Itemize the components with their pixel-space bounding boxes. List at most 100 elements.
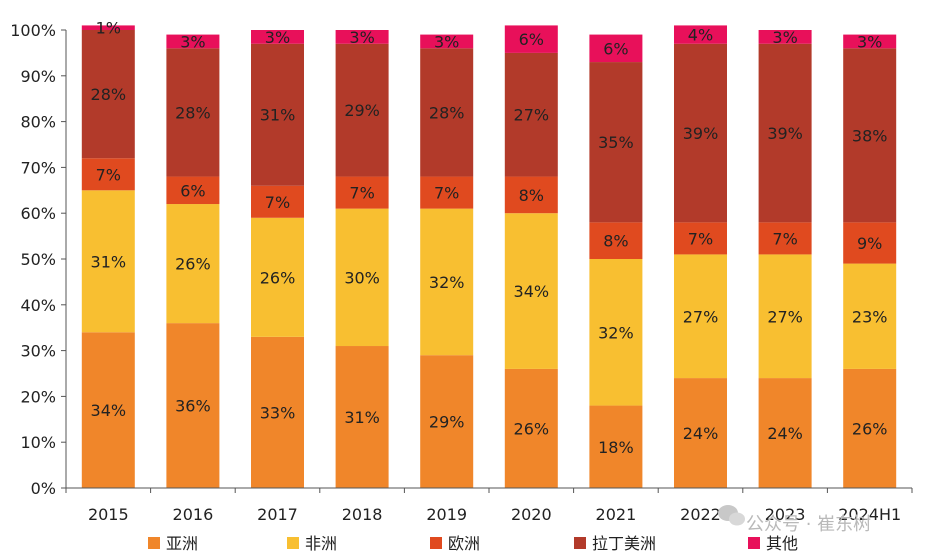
y-tick-labels: 0% 10% 20% 30% 40% 50% 60% 70% 80% 90% 100% — [10, 21, 66, 498]
data-label: 7% — [434, 184, 459, 203]
data-label: 34% — [91, 401, 127, 420]
bar-segment — [335, 176, 389, 209]
data-label: 26% — [175, 255, 211, 274]
bar-segment — [335, 208, 389, 347]
data-label: 31% — [91, 252, 127, 271]
data-label: 29% — [429, 413, 465, 432]
y-tick-label: 50% — [20, 250, 56, 269]
bar-segment — [251, 30, 304, 44]
data-label: 26% — [514, 419, 550, 438]
bar-segment — [420, 34, 474, 49]
bar-segment — [589, 405, 643, 488]
legend-swatch — [287, 537, 299, 549]
bar-segment — [166, 323, 220, 488]
y-tick-label: 10% — [20, 433, 56, 452]
data-label: 1% — [96, 19, 121, 38]
data-label: 32% — [598, 323, 634, 342]
x-tick-label: 2022 — [680, 505, 721, 524]
bar-segment — [420, 48, 474, 177]
data-label: 6% — [180, 181, 205, 200]
legend-label: 非洲 — [305, 534, 337, 553]
data-label: 7% — [265, 193, 290, 212]
watermark: 公众号 · 崔东树 — [718, 505, 871, 535]
x-tick-label: 2015 — [88, 505, 129, 524]
data-label: 8% — [519, 186, 544, 205]
bar-segment — [420, 355, 474, 488]
data-label: 26% — [260, 268, 296, 287]
data-label: 27% — [767, 307, 803, 326]
bar-segment — [674, 222, 727, 255]
data-label: 7% — [96, 165, 121, 184]
x-tick-label: 2019 — [426, 505, 467, 524]
bar-segment — [758, 378, 812, 488]
bar-segment — [81, 30, 135, 159]
bar-segment — [758, 254, 812, 379]
data-label: 26% — [852, 419, 888, 438]
y-tick-label: 20% — [20, 387, 56, 406]
bar-segment — [589, 62, 643, 223]
x-tick-label: 2024H1 — [838, 505, 901, 524]
bar-segment — [843, 368, 897, 488]
bar-segment — [166, 176, 220, 205]
watermark-text: 公众号 · 崔东树 — [746, 514, 871, 535]
data-label: 28% — [175, 103, 211, 122]
data-label: 29% — [344, 101, 380, 120]
y-tick-label: 70% — [20, 158, 56, 177]
bar-segment — [843, 48, 897, 223]
bar-segment — [843, 263, 897, 369]
x-tick-label: 2023 — [765, 505, 806, 524]
data-label: 36% — [175, 397, 211, 416]
data-label: 33% — [260, 403, 296, 422]
data-label: 28% — [429, 103, 465, 122]
bar-segment — [81, 332, 135, 488]
bar-segment — [166, 204, 220, 324]
bar-segment — [758, 30, 812, 44]
bars-layer — [81, 25, 897, 488]
data-label: 4% — [688, 26, 713, 45]
data-label: 35% — [598, 133, 634, 152]
y-tick-label: 100% — [10, 21, 56, 40]
data-label: 3% — [434, 32, 459, 51]
legend-label: 其他 — [766, 534, 798, 553]
bar-segment — [674, 254, 727, 379]
bar-segment — [504, 52, 558, 177]
bar-segment — [335, 30, 389, 44]
data-label: 24% — [683, 424, 719, 443]
bar-segment — [758, 222, 812, 255]
legend: 亚洲 非洲 欧洲 拉丁美洲 其他 — [148, 534, 798, 553]
data-label: 28% — [91, 85, 127, 104]
bar-segment — [843, 222, 897, 264]
x-tick-labels: 2015 2016 2017 2018 2019 2020 2021 2022 2023 2024… — [65, 488, 913, 524]
data-label: 7% — [349, 184, 374, 203]
y-tick-label: 80% — [20, 113, 56, 132]
y-tick-label: 90% — [20, 67, 56, 86]
data-label: 3% — [857, 32, 882, 51]
legend-swatch — [748, 537, 760, 549]
data-label: 39% — [767, 124, 803, 143]
data-label: 7% — [772, 229, 797, 248]
data-label: 3% — [180, 32, 205, 51]
bar-segment — [335, 346, 389, 488]
data-label: 18% — [598, 438, 634, 457]
data-label: 38% — [852, 126, 888, 145]
bar-segment — [589, 222, 643, 259]
bar-segment — [589, 259, 643, 406]
bar-segment — [335, 43, 389, 177]
data-label: 9% — [857, 234, 882, 253]
bar-segment — [251, 43, 304, 186]
bar-segment — [589, 34, 643, 63]
data-label: 27% — [683, 307, 719, 326]
data-label: 3% — [265, 28, 290, 47]
bar-segment — [81, 25, 135, 30]
legend-label: 拉丁美洲 — [592, 534, 656, 553]
bar-segment — [504, 25, 558, 53]
bar-segment — [843, 34, 897, 49]
bar-segment — [81, 190, 135, 333]
wechat-logo-icon — [718, 505, 745, 526]
x-tick-label: 2021 — [596, 505, 637, 524]
data-label: 7% — [688, 229, 713, 248]
y-tick-label: 30% — [20, 342, 56, 361]
bar-segment — [166, 34, 220, 49]
data-label: 3% — [772, 28, 797, 47]
